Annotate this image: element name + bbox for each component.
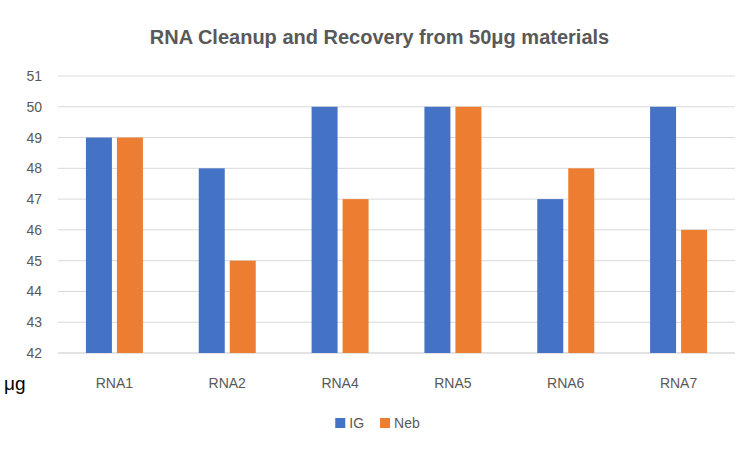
grid-line: [58, 168, 735, 169]
y-axis-label: μg: [4, 373, 26, 394]
bar: [455, 107, 481, 353]
y-tick-label: 51: [26, 68, 42, 84]
bar: [199, 168, 225, 353]
grid-line: [58, 106, 735, 107]
grid-line: [58, 291, 735, 292]
legend: IG Neb: [335, 415, 420, 431]
y-tick-label: 44: [26, 283, 42, 299]
legend-swatch: [335, 418, 345, 428]
bar: [117, 138, 143, 353]
bar: [230, 261, 256, 353]
bar: [312, 107, 338, 353]
legend-label: IG: [349, 415, 364, 431]
grid-line: [58, 137, 735, 138]
bar: [568, 168, 594, 353]
grid-line: [58, 353, 735, 354]
chart-svg: RNA Cleanup and Recovery from 50μg mater…: [0, 0, 755, 450]
x-tick-label: RNA4: [321, 375, 359, 391]
y-tick-label: 46: [26, 222, 42, 238]
grid-line: [58, 229, 735, 230]
chart-container: RNA Cleanup and Recovery from 50μg mater…: [0, 0, 755, 450]
x-tick-label: RNA2: [209, 375, 247, 391]
grid-line: [58, 199, 735, 200]
bar: [343, 199, 369, 353]
legend-label: Neb: [394, 415, 420, 431]
x-tick-label: RNA1: [96, 375, 134, 391]
bars: [86, 107, 707, 353]
grid-line: [58, 76, 735, 77]
x-tick-label: RNA5: [434, 375, 472, 391]
y-tick-label: 42: [26, 345, 42, 361]
y-tick-label: 47: [26, 191, 42, 207]
bar: [681, 230, 707, 353]
grid-line: [58, 322, 735, 323]
x-axis-line: [58, 353, 735, 354]
y-tick-label: 48: [26, 160, 42, 176]
y-tick-label: 45: [26, 253, 42, 269]
x-tick-label: RNA6: [547, 375, 585, 391]
y-tick-label: 49: [26, 130, 42, 146]
x-tick-label: RNA7: [660, 375, 698, 391]
bar: [650, 107, 676, 353]
bar: [86, 138, 112, 353]
bar: [424, 107, 450, 353]
bar: [537, 199, 563, 353]
y-tick-label: 50: [26, 99, 42, 115]
legend-swatch: [380, 418, 390, 428]
title: RNA Cleanup and Recovery from 50μg mater…: [150, 26, 609, 48]
grid-line: [58, 260, 735, 261]
y-tick-label: 43: [26, 314, 42, 330]
